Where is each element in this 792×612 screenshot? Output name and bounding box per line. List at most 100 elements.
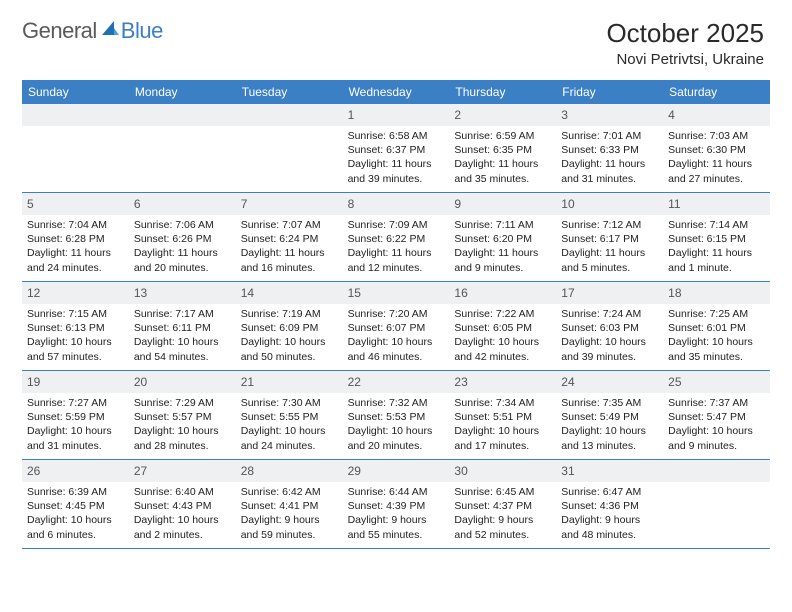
- daylight-text: and 6 minutes.: [27, 528, 124, 542]
- sunrise-text: Sunrise: 7:12 AM: [561, 218, 658, 232]
- day-number: 28: [241, 464, 254, 478]
- sunrise-text: Sunrise: 7:07 AM: [241, 218, 338, 232]
- day-number: 6: [134, 197, 141, 211]
- daylight-text: Daylight: 10 hours: [134, 335, 231, 349]
- sunset-text: Sunset: 6:28 PM: [27, 232, 124, 246]
- day-number-row: [129, 104, 236, 126]
- sunrise-text: Sunrise: 7:14 AM: [668, 218, 765, 232]
- daylight-text: and 39 minutes.: [348, 172, 445, 186]
- sunset-text: Sunset: 6:13 PM: [27, 321, 124, 335]
- day-number-row: 12: [22, 282, 129, 304]
- day-cell: 17Sunrise: 7:24 AMSunset: 6:03 PMDayligh…: [556, 282, 663, 370]
- day-number-row: 21: [236, 371, 343, 393]
- day-number: [668, 464, 671, 478]
- daylight-text: and 13 minutes.: [561, 439, 658, 453]
- daylight-text: Daylight: 9 hours: [348, 513, 445, 527]
- sunrise-text: Sunrise: 7:11 AM: [454, 218, 551, 232]
- day-header: Saturday: [663, 80, 770, 104]
- sunset-text: Sunset: 4:37 PM: [454, 499, 551, 513]
- daylight-text: Daylight: 11 hours: [348, 157, 445, 171]
- day-number: 8: [348, 197, 355, 211]
- daylight-text: and 20 minutes.: [134, 261, 231, 275]
- daylight-text: Daylight: 10 hours: [27, 513, 124, 527]
- day-header: Tuesday: [236, 80, 343, 104]
- sunrise-text: Sunrise: 7:24 AM: [561, 307, 658, 321]
- day-cell: 5Sunrise: 7:04 AMSunset: 6:28 PMDaylight…: [22, 193, 129, 281]
- day-cell: 4Sunrise: 7:03 AMSunset: 6:30 PMDaylight…: [663, 104, 770, 192]
- day-number-row: 10: [556, 193, 663, 215]
- daylight-text: Daylight: 10 hours: [241, 424, 338, 438]
- daylight-text: and 31 minutes.: [27, 439, 124, 453]
- logo: General Blue: [22, 18, 163, 44]
- logo-text-general: General: [22, 18, 97, 44]
- day-cell: 3Sunrise: 7:01 AMSunset: 6:33 PMDaylight…: [556, 104, 663, 192]
- daylight-text: and 52 minutes.: [454, 528, 551, 542]
- day-number: 27: [134, 464, 147, 478]
- sunset-text: Sunset: 6:33 PM: [561, 143, 658, 157]
- daylight-text: Daylight: 10 hours: [134, 513, 231, 527]
- sunset-text: Sunset: 5:53 PM: [348, 410, 445, 424]
- day-number-row: 23: [449, 371, 556, 393]
- daylight-text: and 17 minutes.: [454, 439, 551, 453]
- sunset-text: Sunset: 6:07 PM: [348, 321, 445, 335]
- day-header: Sunday: [22, 80, 129, 104]
- day-number: 23: [454, 375, 467, 389]
- week-row: 1Sunrise: 6:58 AMSunset: 6:37 PMDaylight…: [22, 104, 770, 192]
- day-cell: 18Sunrise: 7:25 AMSunset: 6:01 PMDayligh…: [663, 282, 770, 370]
- sunrise-text: Sunrise: 6:39 AM: [27, 485, 124, 499]
- day-number: 16: [454, 286, 467, 300]
- daylight-text: Daylight: 11 hours: [454, 246, 551, 260]
- daylight-text: and 24 minutes.: [241, 439, 338, 453]
- day-number: 22: [348, 375, 361, 389]
- day-cell: 10Sunrise: 7:12 AMSunset: 6:17 PMDayligh…: [556, 193, 663, 281]
- day-number-row: 26: [22, 460, 129, 482]
- day-number-row: 27: [129, 460, 236, 482]
- sunset-text: Sunset: 6:37 PM: [348, 143, 445, 157]
- daylight-text: and 54 minutes.: [134, 350, 231, 364]
- day-number-row: 18: [663, 282, 770, 304]
- weeks-grid: 1Sunrise: 6:58 AMSunset: 6:37 PMDaylight…: [22, 104, 770, 548]
- day-number-row: 8: [343, 193, 450, 215]
- daylight-text: Daylight: 9 hours: [561, 513, 658, 527]
- day-cell: 27Sunrise: 6:40 AMSunset: 4:43 PMDayligh…: [129, 460, 236, 548]
- daylight-text: Daylight: 10 hours: [348, 335, 445, 349]
- daylight-text: and 48 minutes.: [561, 528, 658, 542]
- day-number-row: 29: [343, 460, 450, 482]
- sunrise-text: Sunrise: 6:44 AM: [348, 485, 445, 499]
- sunset-text: Sunset: 6:05 PM: [454, 321, 551, 335]
- day-cell: 26Sunrise: 6:39 AMSunset: 4:45 PMDayligh…: [22, 460, 129, 548]
- daylight-text: Daylight: 9 hours: [454, 513, 551, 527]
- sunrise-text: Sunrise: 7:25 AM: [668, 307, 765, 321]
- sunset-text: Sunset: 4:39 PM: [348, 499, 445, 513]
- day-header: Wednesday: [343, 80, 450, 104]
- day-number-row: 17: [556, 282, 663, 304]
- day-cell: 15Sunrise: 7:20 AMSunset: 6:07 PMDayligh…: [343, 282, 450, 370]
- daylight-text: and 12 minutes.: [348, 261, 445, 275]
- sunrise-text: Sunrise: 7:37 AM: [668, 396, 765, 410]
- day-cell: 12Sunrise: 7:15 AMSunset: 6:13 PMDayligh…: [22, 282, 129, 370]
- day-cell: 19Sunrise: 7:27 AMSunset: 5:59 PMDayligh…: [22, 371, 129, 459]
- day-number: 12: [27, 286, 40, 300]
- day-number-row: 14: [236, 282, 343, 304]
- day-number-row: 31: [556, 460, 663, 482]
- day-number: 14: [241, 286, 254, 300]
- daylight-text: Daylight: 10 hours: [27, 335, 124, 349]
- day-number: 9: [454, 197, 461, 211]
- day-number: 19: [27, 375, 40, 389]
- day-cell: 23Sunrise: 7:34 AMSunset: 5:51 PMDayligh…: [449, 371, 556, 459]
- day-cell: 16Sunrise: 7:22 AMSunset: 6:05 PMDayligh…: [449, 282, 556, 370]
- sunrise-text: Sunrise: 7:04 AM: [27, 218, 124, 232]
- day-headers-row: SundayMondayTuesdayWednesdayThursdayFrid…: [22, 80, 770, 104]
- daylight-text: and 39 minutes.: [561, 350, 658, 364]
- sunrise-text: Sunrise: 7:19 AM: [241, 307, 338, 321]
- day-number: 31: [561, 464, 574, 478]
- sunset-text: Sunset: 6:15 PM: [668, 232, 765, 246]
- sunset-text: Sunset: 5:59 PM: [27, 410, 124, 424]
- daylight-text: and 46 minutes.: [348, 350, 445, 364]
- day-number-row: 11: [663, 193, 770, 215]
- day-number-row: [236, 104, 343, 126]
- daylight-text: and 50 minutes.: [241, 350, 338, 364]
- week-row: 5Sunrise: 7:04 AMSunset: 6:28 PMDaylight…: [22, 192, 770, 281]
- day-number: 20: [134, 375, 147, 389]
- day-number: [134, 108, 137, 122]
